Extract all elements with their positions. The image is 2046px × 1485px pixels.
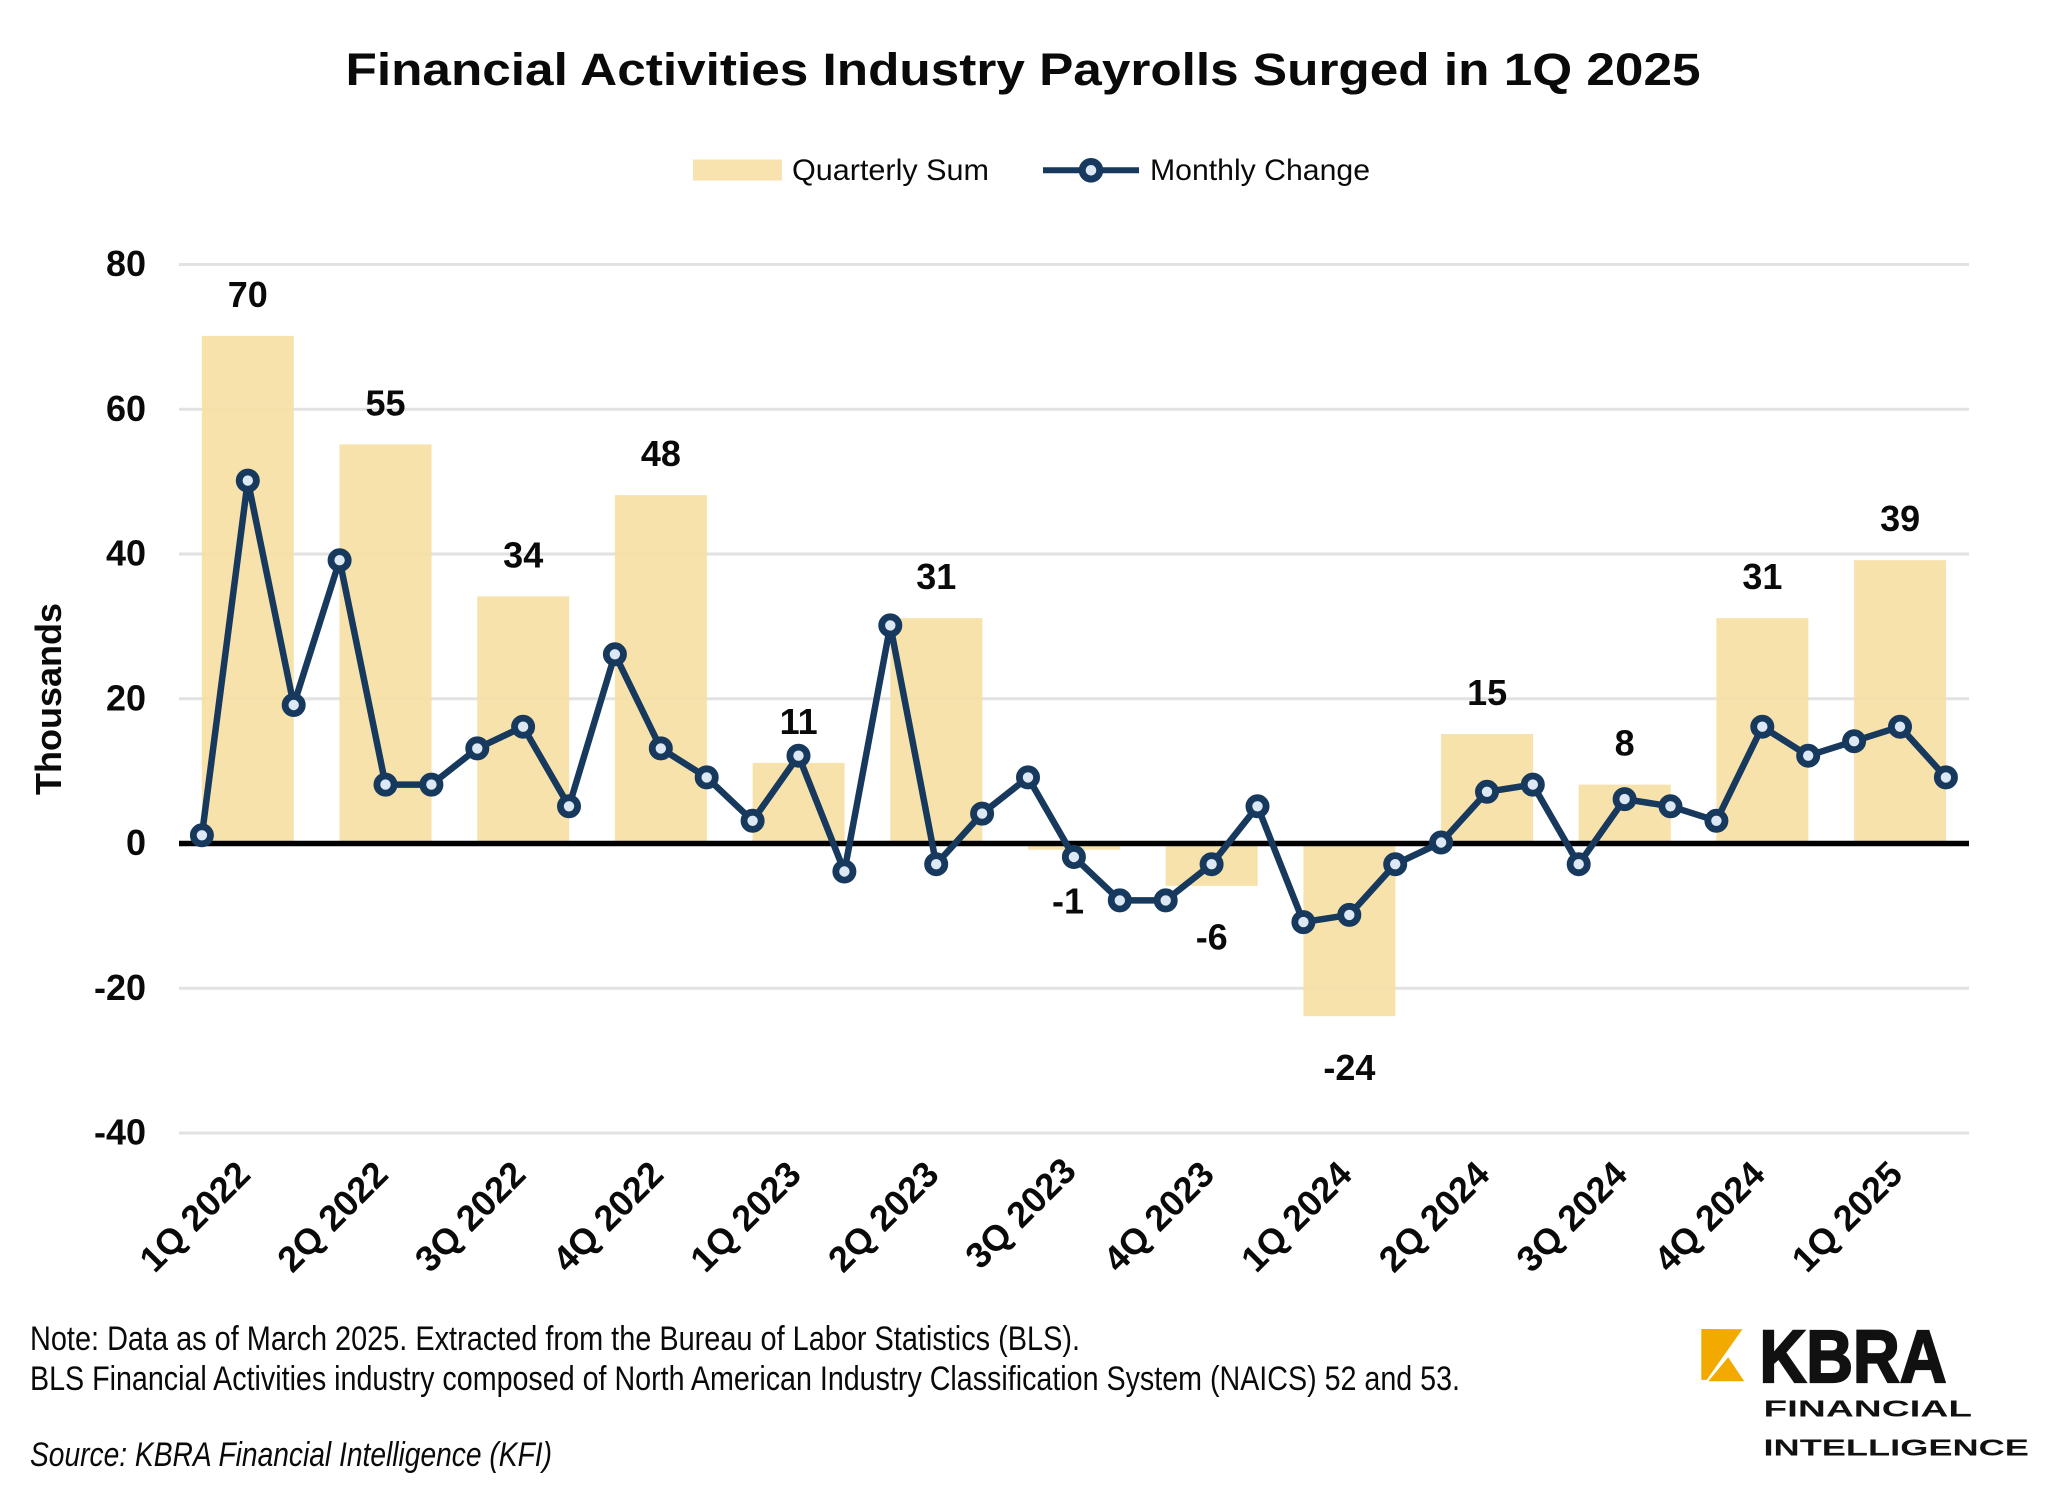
svg-text:Quarterly Sum: Quarterly Sum (792, 154, 989, 187)
svg-text:0: 0 (126, 822, 146, 863)
svg-text:31: 31 (1742, 556, 1782, 597)
svg-text:40: 40 (106, 533, 146, 574)
svg-text:Monthly Change: Monthly Change (1150, 154, 1370, 187)
svg-text:70: 70 (228, 274, 268, 315)
svg-text:-20: -20 (94, 967, 146, 1008)
svg-text:FINANCIAL: FINANCIAL (1764, 1396, 1973, 1422)
svg-text:-24: -24 (1323, 1047, 1375, 1088)
svg-text:15: 15 (1467, 672, 1507, 713)
svg-text:Note: Data as of March 2025. E: Note: Data as of March 2025. Extracted f… (30, 1320, 1080, 1358)
svg-text:BLS Financial Activities indus: BLS Financial Activities industry compos… (30, 1360, 1460, 1398)
svg-text:-1: -1 (1052, 881, 1084, 922)
svg-text:80: 80 (106, 243, 146, 284)
svg-text:INTELLIGENCE: INTELLIGENCE (1764, 1435, 2029, 1461)
svg-text:Thousands: Thousands (28, 603, 69, 795)
svg-text:Financial Activities Industry: Financial Activities Industry Payrolls S… (346, 44, 1701, 95)
svg-text:-6: -6 (1196, 917, 1228, 958)
svg-text:11: 11 (780, 701, 818, 742)
svg-text:-40: -40 (94, 1112, 146, 1153)
svg-text:31: 31 (916, 556, 956, 597)
svg-text:20: 20 (106, 677, 146, 718)
svg-text:55: 55 (365, 382, 405, 423)
svg-text:KBRA: KBRA (1760, 1315, 1947, 1398)
svg-text:34: 34 (503, 534, 543, 575)
svg-text:60: 60 (106, 388, 146, 429)
svg-text:8: 8 (1615, 723, 1635, 764)
svg-text:Source: KBRA Financial Intelli: Source: KBRA Financial Intelligence (KFI… (30, 1436, 552, 1474)
svg-text:48: 48 (641, 433, 681, 474)
svg-text:39: 39 (1880, 498, 1920, 539)
